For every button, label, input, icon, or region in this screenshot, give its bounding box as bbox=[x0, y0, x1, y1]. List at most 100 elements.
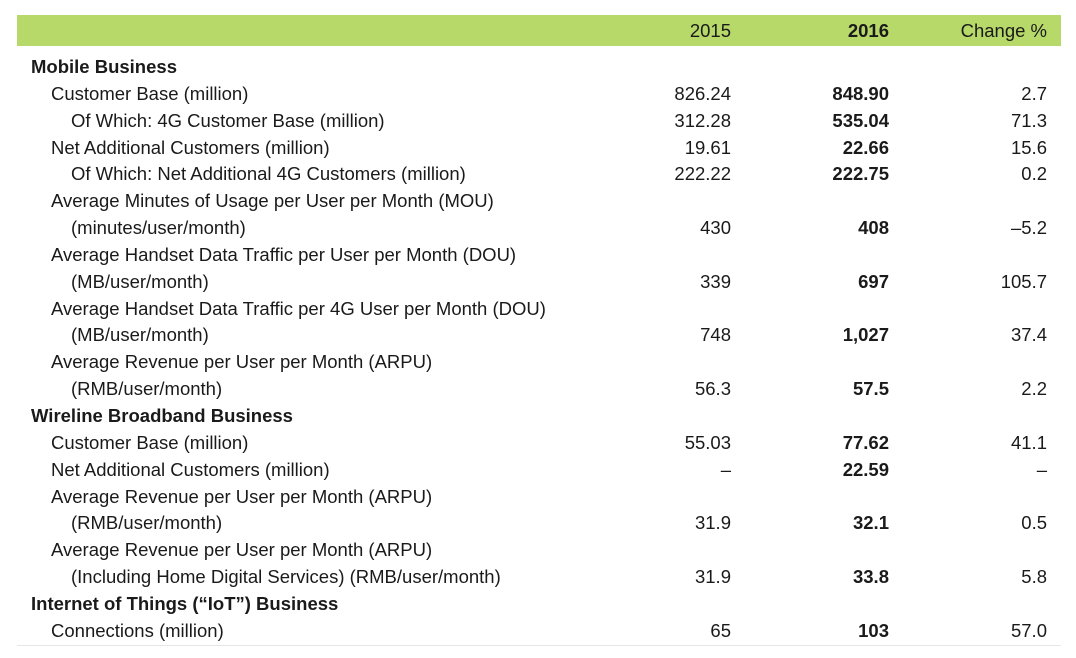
value-2015: 31.9 bbox=[694, 512, 731, 534]
value-change-percent: 0.5 bbox=[1021, 512, 1047, 534]
value-2015: 312.28 bbox=[674, 109, 731, 131]
table-row: (MB/user/month) 748 1,027 37.4 bbox=[17, 322, 1061, 349]
value-2016 bbox=[733, 296, 891, 323]
row-label: Average Revenue per User per Month (ARPU… bbox=[51, 351, 433, 373]
table-row: (minutes/user/month) 430 408 –5.2 bbox=[17, 215, 1061, 242]
value-2016 bbox=[733, 484, 891, 511]
value-2015: 430 bbox=[700, 217, 731, 239]
table-row: Average Handset Data Traffic per User pe… bbox=[17, 242, 1061, 269]
row-label: Net Additional Customers (million) bbox=[51, 136, 330, 158]
value-2016: 535.04 bbox=[832, 109, 889, 131]
value-2016 bbox=[733, 349, 891, 376]
operating-statistics-table: 2015 2016 Change % Mobile Business Custom… bbox=[17, 15, 1061, 645]
value-2016: 697 bbox=[858, 270, 889, 292]
value-change-percent bbox=[891, 349, 1061, 376]
value-2015: 31.9 bbox=[694, 566, 731, 588]
row-label: Of Which: Net Additional 4G Customers (m… bbox=[71, 163, 466, 185]
table-row: Of Which: 4G Customer Base (million) 312.… bbox=[17, 108, 1061, 135]
row-label: (RMB/user/month) bbox=[71, 512, 223, 534]
value-change-percent bbox=[891, 188, 1061, 215]
value-2015 bbox=[617, 484, 733, 511]
table-row: Customer Base (million) 55.03 77.62 41.1 bbox=[17, 430, 1061, 457]
value-2015: 65 bbox=[710, 619, 731, 641]
value-2015: 222.22 bbox=[674, 163, 731, 185]
table-row: Net Additional Customers (million) – 22.59… bbox=[17, 457, 1061, 484]
table-row: Average Revenue per User per Month (ARPU… bbox=[17, 484, 1061, 511]
table-row: Average Minutes of Usage per User per Mo… bbox=[17, 188, 1061, 215]
value-2016: 408 bbox=[858, 217, 889, 239]
value-change-percent: 15.6 bbox=[1010, 136, 1047, 158]
section-title: Internet of Things (“IoT”) Business bbox=[31, 592, 339, 614]
row-label: (Including Home Digital Services) (RMB/u… bbox=[71, 566, 501, 588]
value-2016: 222.75 bbox=[832, 163, 889, 185]
value-change-percent bbox=[891, 537, 1061, 564]
value-2016: 77.62 bbox=[842, 431, 889, 453]
value-change-percent bbox=[891, 484, 1061, 511]
value-2016: 22.66 bbox=[842, 136, 889, 158]
table-row: Net Additional Customers (million) 19.61 2… bbox=[17, 135, 1061, 162]
value-change-percent: 37.4 bbox=[1010, 324, 1047, 346]
bottom-rule bbox=[17, 645, 1061, 646]
value-2015: 55.03 bbox=[684, 431, 731, 453]
value-change-percent: 57.0 bbox=[1010, 619, 1047, 641]
value-change-percent: 41.1 bbox=[1010, 431, 1047, 453]
table-row: (Including Home Digital Services) (RMB/u… bbox=[17, 564, 1061, 591]
value-2015: – bbox=[720, 458, 731, 480]
value-change-percent bbox=[891, 296, 1061, 323]
table-row: (RMB/user/month) 56.3 57.5 2.2 bbox=[17, 376, 1061, 403]
value-2016: 33.8 bbox=[852, 566, 889, 588]
value-2015: 56.3 bbox=[694, 378, 731, 400]
value-2016: 22.59 bbox=[842, 458, 889, 480]
value-change-percent: 105.7 bbox=[1000, 270, 1047, 292]
row-label: Average Revenue per User per Month (ARPU… bbox=[51, 539, 433, 561]
row-label: Average Minutes of Usage per User per Mo… bbox=[51, 190, 494, 212]
value-2016: 57.5 bbox=[852, 378, 889, 400]
table-row: Average Handset Data Traffic per 4G User… bbox=[17, 296, 1061, 323]
table-row: (MB/user/month) 339 697 105.7 bbox=[17, 269, 1061, 296]
row-label: Customer Base (million) bbox=[51, 431, 249, 453]
value-2015 bbox=[617, 188, 733, 215]
value-2015 bbox=[617, 349, 733, 376]
table-row: Average Revenue per User per Month (ARPU… bbox=[17, 349, 1061, 376]
section-title: Mobile Business bbox=[31, 56, 177, 77]
table-header-row: 2015 2016 Change % bbox=[17, 15, 1061, 46]
header-2016: 2016 bbox=[733, 15, 891, 46]
header-2015: 2015 bbox=[617, 15, 733, 46]
value-2016 bbox=[733, 537, 891, 564]
value-change-percent: 2.7 bbox=[1021, 82, 1047, 104]
row-label: (minutes/user/month) bbox=[71, 217, 246, 239]
header-label-column bbox=[17, 15, 617, 46]
value-2015 bbox=[617, 296, 733, 323]
value-2016: 1,027 bbox=[842, 324, 889, 346]
table-body: Mobile Business Customer Base (million) 82… bbox=[17, 46, 1061, 645]
value-change-percent: 71.3 bbox=[1010, 109, 1047, 131]
row-label: Average Revenue per User per Month (ARPU… bbox=[51, 485, 433, 507]
table-row: Customer Base (million) 826.24 848.90 2.7 bbox=[17, 81, 1061, 108]
spacer-row bbox=[17, 46, 1061, 54]
row-label: Average Handset Data Traffic per 4G User… bbox=[51, 297, 546, 319]
value-2015: 19.61 bbox=[684, 136, 731, 158]
value-2016 bbox=[733, 188, 891, 215]
value-2015: 826.24 bbox=[674, 82, 731, 104]
row-label: Connections (million) bbox=[51, 619, 224, 641]
value-2015: 339 bbox=[700, 270, 731, 292]
value-2016: 32.1 bbox=[852, 512, 889, 534]
value-change-percent: –5.2 bbox=[1010, 217, 1047, 239]
section-row: Wireline Broadband Business bbox=[17, 403, 1061, 430]
table-row: Connections (million) 65 103 57.0 bbox=[17, 618, 1061, 645]
row-label: Average Handset Data Traffic per User pe… bbox=[51, 243, 517, 265]
value-change-percent: 5.8 bbox=[1021, 566, 1047, 588]
row-label: (RMB/user/month) bbox=[71, 378, 223, 400]
row-label: Net Additional Customers (million) bbox=[51, 458, 330, 480]
section-row: Internet of Things (“IoT”) Business bbox=[17, 591, 1061, 618]
value-2016 bbox=[733, 242, 891, 269]
header-change-percent: Change % bbox=[891, 15, 1061, 46]
row-label: Customer Base (million) bbox=[51, 82, 249, 104]
row-label: (MB/user/month) bbox=[71, 324, 209, 346]
value-change-percent: 0.2 bbox=[1021, 163, 1047, 185]
value-2015: 748 bbox=[700, 324, 731, 346]
value-2015 bbox=[617, 537, 733, 564]
value-2016: 848.90 bbox=[832, 82, 889, 104]
row-label: (MB/user/month) bbox=[71, 270, 209, 292]
